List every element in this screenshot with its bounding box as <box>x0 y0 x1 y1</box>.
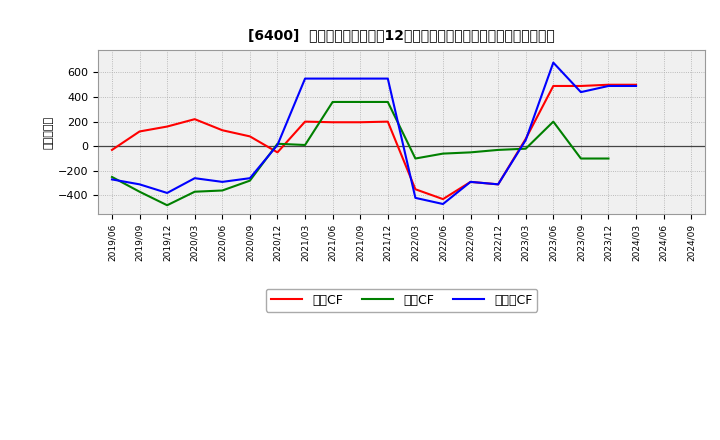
営業CF <box>328 120 337 125</box>
フリーCF <box>163 191 171 196</box>
フリーCF <box>577 89 585 95</box>
営業CF <box>301 119 310 124</box>
フリーCF <box>328 76 337 81</box>
フリーCF <box>411 195 420 201</box>
フリーCF <box>273 143 282 148</box>
営業CF <box>411 187 420 192</box>
フリーCF <box>604 83 613 88</box>
営業CF <box>135 129 144 134</box>
投資CF <box>467 150 475 155</box>
Line: 投資CF: 投資CF <box>112 102 608 205</box>
Line: フリーCF: フリーCF <box>112 62 636 204</box>
営業CF <box>190 117 199 122</box>
投資CF <box>521 146 530 151</box>
フリーCF <box>135 182 144 187</box>
投資CF <box>384 99 392 105</box>
フリーCF <box>549 60 557 65</box>
投資CF <box>328 99 337 105</box>
投資CF <box>218 188 227 193</box>
営業CF <box>163 124 171 129</box>
営業CF <box>438 196 447 202</box>
Legend: 営業CF, 投資CF, フリーCF: 営業CF, 投資CF, フリーCF <box>266 289 537 312</box>
営業CF <box>467 179 475 184</box>
投資CF <box>494 147 503 153</box>
投資CF <box>438 151 447 156</box>
投資CF <box>108 174 117 180</box>
投資CF <box>190 189 199 194</box>
営業CF <box>108 147 117 153</box>
営業CF <box>549 83 557 88</box>
営業CF <box>273 150 282 155</box>
フリーCF <box>108 177 117 182</box>
営業CF <box>494 182 503 187</box>
フリーCF <box>438 202 447 207</box>
投資CF <box>273 141 282 147</box>
フリーCF <box>246 176 254 181</box>
営業CF <box>604 82 613 88</box>
営業CF <box>356 120 364 125</box>
営業CF <box>246 134 254 139</box>
フリーCF <box>467 179 475 184</box>
投資CF <box>301 143 310 148</box>
フリーCF <box>494 182 503 187</box>
投資CF <box>604 156 613 161</box>
フリーCF <box>384 76 392 81</box>
営業CF <box>577 83 585 88</box>
フリーCF <box>190 176 199 181</box>
営業CF <box>384 119 392 124</box>
投資CF <box>163 202 171 208</box>
投資CF <box>411 156 420 161</box>
フリーCF <box>301 76 310 81</box>
投資CF <box>549 119 557 124</box>
フリーCF <box>218 179 227 184</box>
営業CF <box>218 128 227 133</box>
営業CF <box>631 82 640 88</box>
投資CF <box>246 178 254 183</box>
フリーCF <box>356 76 364 81</box>
Title: [6400]  キャッシュフローの12か月移動合計の対前年同期増減額の推移: [6400] キャッシュフローの12か月移動合計の対前年同期増減額の推移 <box>248 28 555 42</box>
投資CF <box>577 156 585 161</box>
フリーCF <box>521 137 530 143</box>
Line: 営業CF: 営業CF <box>112 85 636 199</box>
営業CF <box>521 136 530 142</box>
Y-axis label: （百万円）: （百万円） <box>44 116 54 149</box>
投資CF <box>135 189 144 194</box>
フリーCF <box>631 83 640 88</box>
投資CF <box>356 99 364 105</box>
